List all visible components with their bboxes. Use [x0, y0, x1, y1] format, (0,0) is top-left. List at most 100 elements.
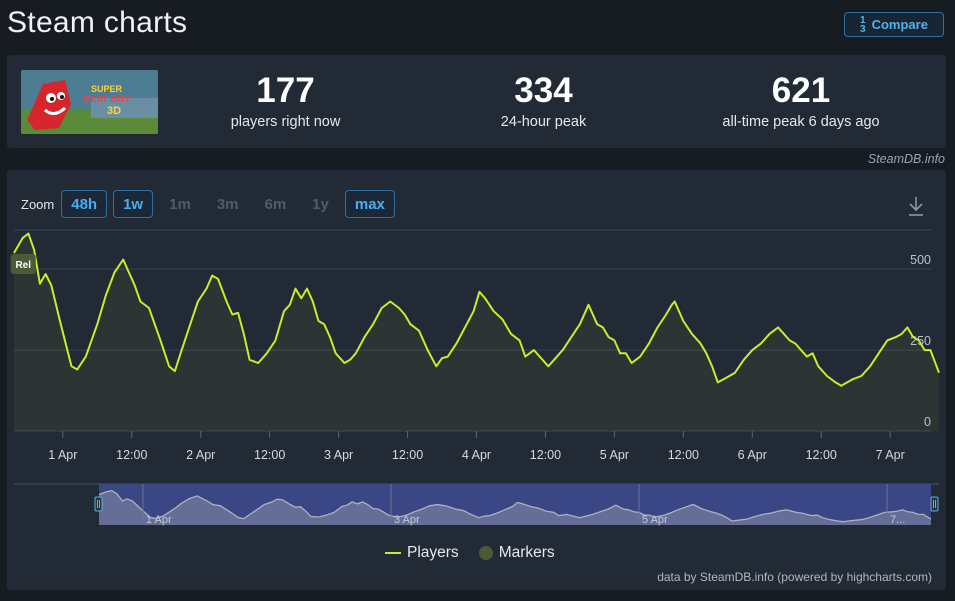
players-point	[312, 301, 314, 303]
players-point	[249, 359, 251, 361]
release-marker-label: Rel	[15, 260, 31, 271]
players-point	[13, 252, 15, 254]
zoom-6m-button: 6m	[264, 195, 287, 213]
players-point	[705, 352, 707, 354]
x-tick-label: 7 Apr	[876, 448, 905, 462]
legend-label-markers: Markers	[498, 544, 555, 561]
players-point	[274, 339, 276, 341]
legend-item-players[interactable]: Players	[385, 544, 459, 562]
players-point	[478, 291, 480, 293]
players-point	[671, 304, 673, 306]
players-point	[789, 339, 791, 341]
stat-all-time-peak: 621 all-time peak 6 days ago	[701, 71, 901, 130]
navigator-tick-label: 3 Apr	[394, 514, 420, 526]
players-point	[846, 381, 848, 383]
players-point	[648, 343, 650, 345]
navigator-line	[98, 490, 932, 523]
players-point	[533, 349, 535, 351]
stat-label: players right now	[230, 114, 341, 130]
zoom-max-button[interactable]: max	[344, 190, 395, 218]
players-point	[134, 284, 136, 286]
players-series-line	[13, 232, 940, 387]
players-point	[547, 365, 549, 367]
navigator-tick-label: 5 Apr	[642, 514, 668, 526]
players-point	[886, 339, 888, 341]
players-point	[743, 359, 745, 361]
players-point	[65, 343, 67, 345]
players-point	[418, 330, 420, 332]
players-point	[769, 333, 771, 335]
zoom-1w-button[interactable]: 1w	[113, 190, 154, 218]
x-tick-label: 12:00	[530, 448, 561, 462]
players-point	[657, 326, 659, 328]
players-point	[906, 326, 908, 328]
navigator-tick-label: 7...	[890, 514, 905, 526]
stat-current-players: 177 players right now	[213, 71, 358, 130]
players-point	[306, 288, 308, 290]
chart-credit[interactable]: data by SteamDB.info (powered by highcha…	[657, 570, 932, 584]
players-point	[300, 297, 302, 299]
players-point	[349, 359, 351, 361]
players-point	[806, 356, 808, 358]
x-tick-label: 12:00	[806, 448, 837, 462]
players-point	[85, 356, 87, 358]
x-tick-label: 3 Apr	[324, 448, 353, 462]
players-point	[71, 365, 73, 367]
players-point	[510, 333, 512, 335]
legend-item-markers[interactable]: Markers	[478, 544, 555, 562]
players-point	[631, 362, 633, 364]
players-point	[613, 339, 615, 341]
players-point	[700, 343, 702, 345]
zoom-48h-button[interactable]: 48h	[61, 190, 108, 218]
players-point	[912, 336, 914, 338]
players-point	[389, 301, 391, 303]
players-point	[918, 339, 920, 341]
players-point	[435, 365, 437, 367]
players-point	[211, 275, 213, 277]
players-point	[619, 352, 621, 354]
compare-label: Compare	[871, 17, 928, 32]
players-point	[39, 283, 41, 285]
players-point	[895, 336, 897, 338]
players-point	[783, 333, 785, 335]
players-point	[283, 310, 285, 312]
players-point	[711, 365, 713, 367]
zoom-1y-button: 1y	[312, 195, 329, 213]
chart-legend: Players Markers	[385, 544, 575, 562]
x-tick-label: 12:00	[392, 448, 423, 462]
players-point	[840, 385, 842, 387]
players-point	[539, 356, 541, 358]
players-point	[76, 369, 78, 371]
players-point	[22, 237, 24, 239]
navigator-handle-right[interactable]	[930, 496, 939, 512]
players-point	[728, 375, 730, 377]
x-tick-label: 5 Apr	[600, 448, 629, 462]
game-thumbnail[interactable]: SUPER MEAT BOY 3D	[21, 70, 158, 134]
players-point	[323, 323, 325, 325]
zoom-1m-button: 1m	[169, 195, 191, 213]
players-point	[160, 339, 162, 341]
thumb-text-meatboy: MEAT BOY	[83, 94, 130, 104]
players-point	[869, 365, 871, 367]
players-point	[343, 362, 345, 364]
legend-label-players: Players	[407, 544, 459, 561]
players-point	[717, 381, 719, 383]
players-point	[691, 333, 693, 335]
navigator-handle-left[interactable]	[94, 496, 103, 512]
players-point	[556, 356, 558, 358]
players-point	[625, 352, 627, 354]
players-point	[596, 323, 598, 325]
players-point	[188, 326, 190, 328]
players-point	[122, 259, 124, 261]
players-point	[723, 378, 725, 380]
navigator-tick-label: 1 Apr	[146, 514, 172, 526]
x-tick-label: 1 Apr	[48, 448, 77, 462]
players-point	[295, 288, 297, 290]
players-point	[835, 381, 837, 383]
players-point	[289, 304, 291, 306]
steamdb-credit-top[interactable]: SteamDB.info	[867, 152, 945, 166]
download-icon[interactable]	[906, 195, 926, 217]
players-point	[206, 288, 208, 290]
